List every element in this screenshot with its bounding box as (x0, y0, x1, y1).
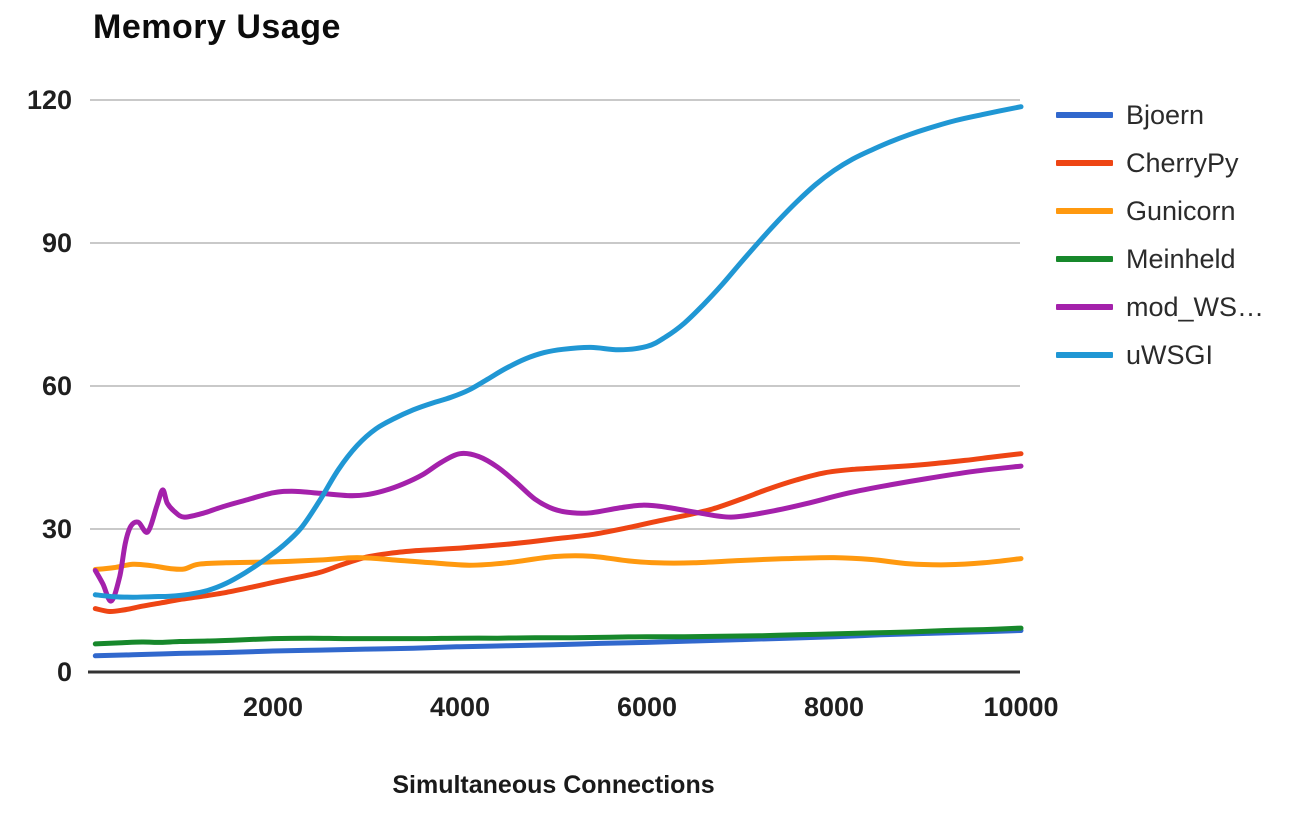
legend: Bjoern CherryPy Gunicorn Meinheld mod_WS… (1056, 96, 1264, 384)
legend-item-label: uWSGI (1126, 339, 1214, 370)
x-tick-label: 6000 (616, 692, 678, 722)
legend-item: Bjoern (1056, 96, 1264, 134)
legend-swatch-color (1056, 208, 1113, 214)
series-line-modws (92, 450, 1024, 604)
y-tick-label: 0 (56, 657, 72, 687)
legend-item: CherryPy (1056, 144, 1264, 182)
legend-item-label: mod_WS… (1126, 291, 1265, 322)
legend-item: Meinheld (1056, 240, 1264, 278)
legend-swatch-color (1056, 352, 1113, 358)
legend-swatch-color (1056, 304, 1113, 310)
legend-item: uWSGI (1056, 336, 1264, 374)
legend-item-label: Gunicorn (1126, 195, 1236, 226)
x-tick-label: 4000 (429, 692, 491, 722)
legend-item: Gunicorn (1056, 192, 1264, 230)
legend-swatch-color (1056, 256, 1113, 262)
x-axis-title: Simultaneous Connections (392, 771, 715, 799)
legend-item-label: Meinheld (1126, 243, 1236, 274)
y-tick-label: 90 (41, 228, 72, 258)
legend-item-label: Bjoern (1126, 99, 1205, 130)
legend-item-label: CherryPy (1126, 147, 1239, 178)
y-tick-label: 30 (41, 514, 72, 544)
x-tick-label: 10000 (983, 692, 1059, 722)
series-line-gunicorn (92, 553, 1024, 572)
series-line-meinheld (92, 625, 1024, 647)
x-tick-label: 8000 (803, 692, 865, 722)
x-tick-label: 2000 (242, 692, 304, 722)
y-tick-label: 60 (41, 371, 72, 401)
series-line-uwsgi (92, 104, 1024, 600)
y-tick-label: 120 (26, 85, 72, 115)
legend-swatch-color (1056, 112, 1113, 118)
series-line-cherrypy (92, 451, 1024, 615)
legend-swatch-color (1056, 160, 1113, 166)
legend-item: mod_WS… (1056, 288, 1264, 326)
chart-title: Memory Usage (93, 8, 341, 46)
